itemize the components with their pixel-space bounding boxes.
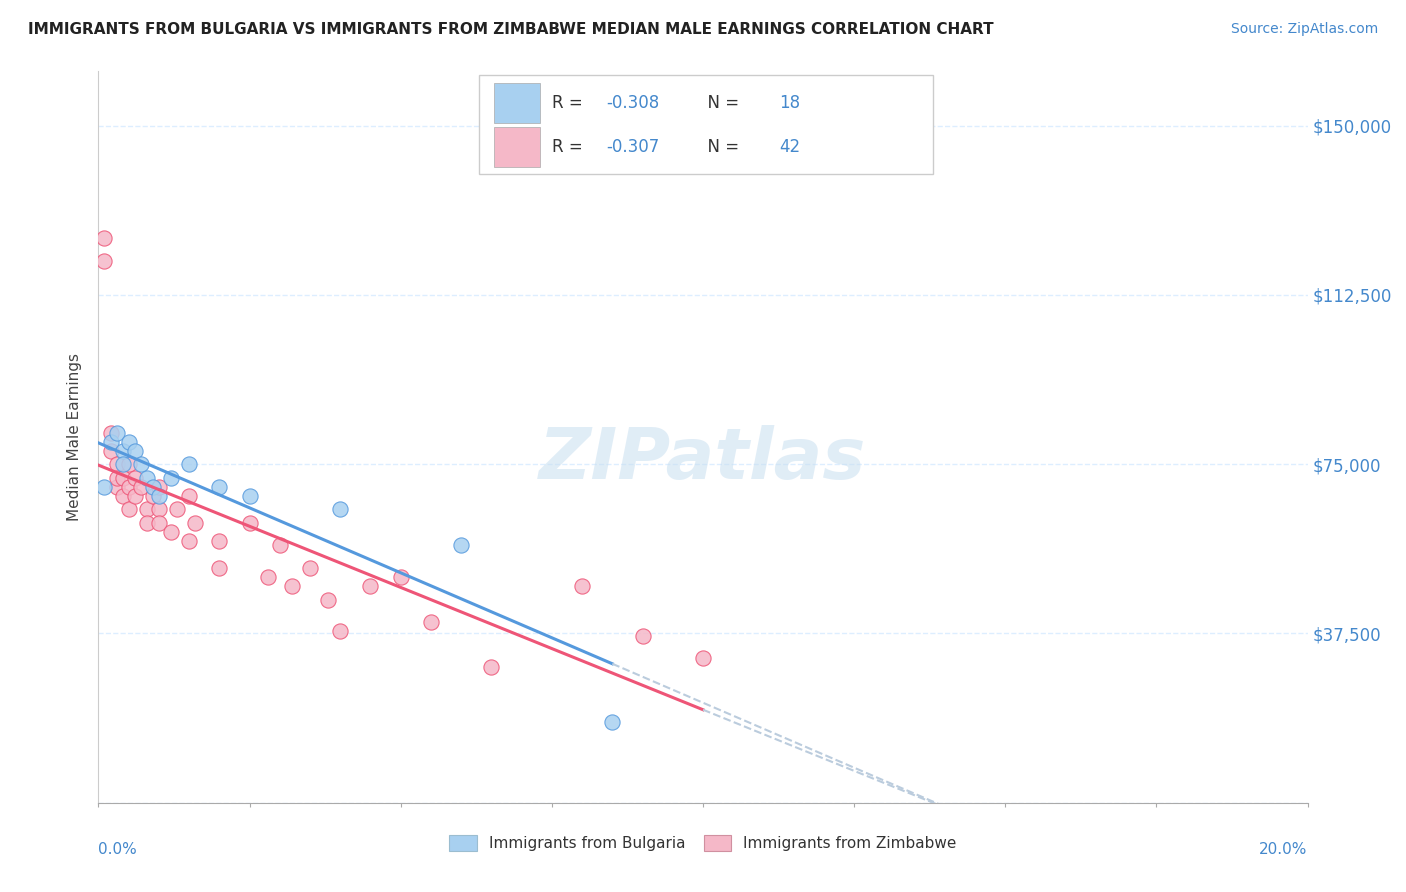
Point — [105, 480, 128, 494]
Text: Source: ZipAtlas.com: Source: ZipAtlas.com — [1230, 22, 1378, 37]
Point — [124, 443, 146, 458]
Point — [692, 651, 714, 665]
Point — [166, 502, 188, 516]
Point — [160, 471, 183, 485]
FancyBboxPatch shape — [479, 75, 932, 174]
Point — [118, 480, 141, 494]
Text: N =: N = — [697, 137, 744, 156]
Point — [111, 457, 134, 471]
Point — [93, 254, 115, 268]
Point — [208, 480, 231, 494]
Y-axis label: Median Male Earnings: Median Male Earnings — [67, 353, 83, 521]
Point — [111, 489, 134, 503]
Point — [179, 533, 201, 548]
Point — [208, 561, 231, 575]
Point — [93, 231, 115, 245]
Point — [124, 489, 146, 503]
Point — [135, 502, 157, 516]
Text: -0.308: -0.308 — [606, 94, 659, 112]
Point — [631, 629, 654, 643]
Point — [124, 471, 146, 485]
Point — [420, 615, 443, 630]
Point — [179, 489, 201, 503]
Text: 20.0%: 20.0% — [1260, 842, 1308, 856]
Point — [329, 624, 352, 639]
Point — [148, 489, 170, 503]
Point — [571, 579, 593, 593]
Point — [105, 471, 128, 485]
Point — [239, 516, 262, 530]
Point — [208, 533, 231, 548]
Point — [329, 502, 352, 516]
Point — [105, 425, 128, 440]
Point — [135, 471, 157, 485]
Text: -0.307: -0.307 — [606, 137, 659, 156]
Point — [389, 570, 412, 584]
Text: IMMIGRANTS FROM BULGARIA VS IMMIGRANTS FROM ZIMBABWE MEDIAN MALE EARNINGS CORREL: IMMIGRANTS FROM BULGARIA VS IMMIGRANTS F… — [28, 22, 994, 37]
Point — [111, 471, 134, 485]
Point — [135, 516, 157, 530]
Point — [269, 538, 291, 552]
Point — [129, 480, 152, 494]
Point — [148, 480, 170, 494]
Point — [100, 434, 122, 449]
Point — [360, 579, 382, 593]
Text: R =: R = — [551, 94, 588, 112]
Legend: Immigrants from Bulgaria, Immigrants from Zimbabwe: Immigrants from Bulgaria, Immigrants fro… — [443, 830, 963, 857]
Text: N =: N = — [697, 94, 744, 112]
FancyBboxPatch shape — [494, 83, 540, 123]
Point — [105, 457, 128, 471]
Point — [142, 480, 165, 494]
Point — [111, 443, 134, 458]
Point — [481, 660, 503, 674]
Point — [299, 561, 322, 575]
FancyBboxPatch shape — [494, 127, 540, 167]
Point — [179, 457, 201, 471]
Point — [100, 425, 122, 440]
Point — [602, 714, 624, 729]
Point — [118, 434, 141, 449]
Point — [450, 538, 472, 552]
Point — [118, 457, 141, 471]
Point — [281, 579, 304, 593]
Point — [316, 592, 339, 607]
Point — [118, 502, 141, 516]
Text: 18: 18 — [779, 94, 800, 112]
Point — [129, 457, 152, 471]
Point — [184, 516, 207, 530]
Text: 0.0%: 0.0% — [98, 842, 138, 856]
Text: ZIPatlas: ZIPatlas — [540, 425, 866, 493]
Point — [148, 516, 170, 530]
Text: 42: 42 — [779, 137, 800, 156]
Point — [142, 489, 165, 503]
Point — [93, 480, 115, 494]
Text: R =: R = — [551, 137, 588, 156]
Point — [148, 502, 170, 516]
Point — [239, 489, 262, 503]
Point — [100, 443, 122, 458]
Point — [160, 524, 183, 539]
Point — [256, 570, 278, 584]
